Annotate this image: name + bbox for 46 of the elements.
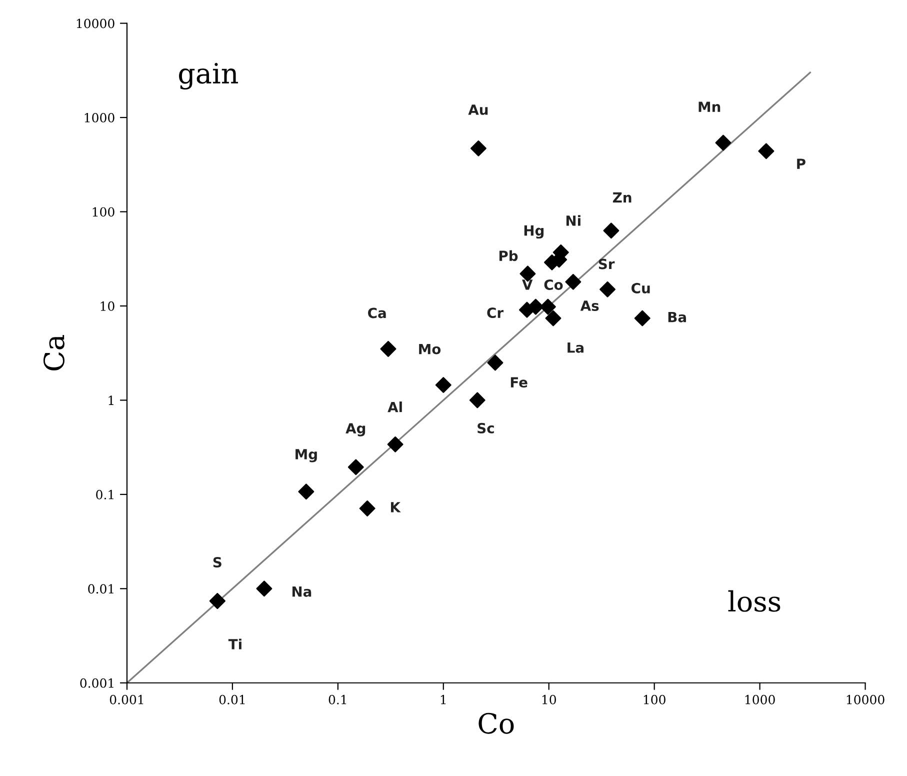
annotation: Ca [368,308,386,318]
annotation: Cu [632,282,650,294]
annotation: Sr [598,258,615,270]
annotation: Mg [296,449,317,462]
x-tick-label: 1000 [745,694,775,704]
annotation: Mn [698,102,720,112]
annotation: K [390,502,401,512]
annotation: Ni [566,215,580,226]
y-tick-label: 1 [108,396,114,405]
annotation: Ag [346,423,366,436]
y-tick-label: 10 [100,301,114,311]
annotation: Ti [228,638,242,650]
annotation: Zn [612,192,632,203]
x-tick-label: 1 [440,694,446,704]
y-tick-label: 0.1 [96,490,114,500]
x-tick-label: 0.01 [219,694,245,704]
x-tick-label: 10 [542,694,556,704]
annotation: As [580,300,599,311]
x-tick-label: 0.1 [328,694,346,704]
x-axis-title: Co [478,712,514,734]
annotation: Na [292,586,312,597]
annotation: S [213,557,222,568]
y-tick-label: 1000 [84,112,114,122]
annotation: Au [468,104,488,115]
annotation: La [568,342,584,353]
annotation: loss [728,590,780,612]
annotation: V [522,280,533,290]
annotation: Mo [419,344,441,354]
annotation: P [797,158,806,169]
annotation: Ba [668,312,686,322]
y-tick-label: 100 [92,207,114,217]
annotation: Al [388,402,402,412]
annotation: Hg [524,225,544,239]
x-tick-label: 0.001 [110,694,144,704]
y-tick-label: 10000 [76,18,114,28]
annotation: Sc [478,422,494,434]
annotation: Cr [487,308,504,318]
y-tick-label: 0.001 [80,678,114,688]
x-tick-label: 100 [644,694,666,704]
y-axis-title: Ca [43,334,64,370]
y-tick-label: 0.01 [88,584,114,594]
annotation: Co [544,279,563,290]
annotation: gain [179,62,238,90]
annotation: Fe [510,377,528,388]
annotation: Pb [499,250,518,262]
x-tick-label: 10000 [846,694,884,704]
